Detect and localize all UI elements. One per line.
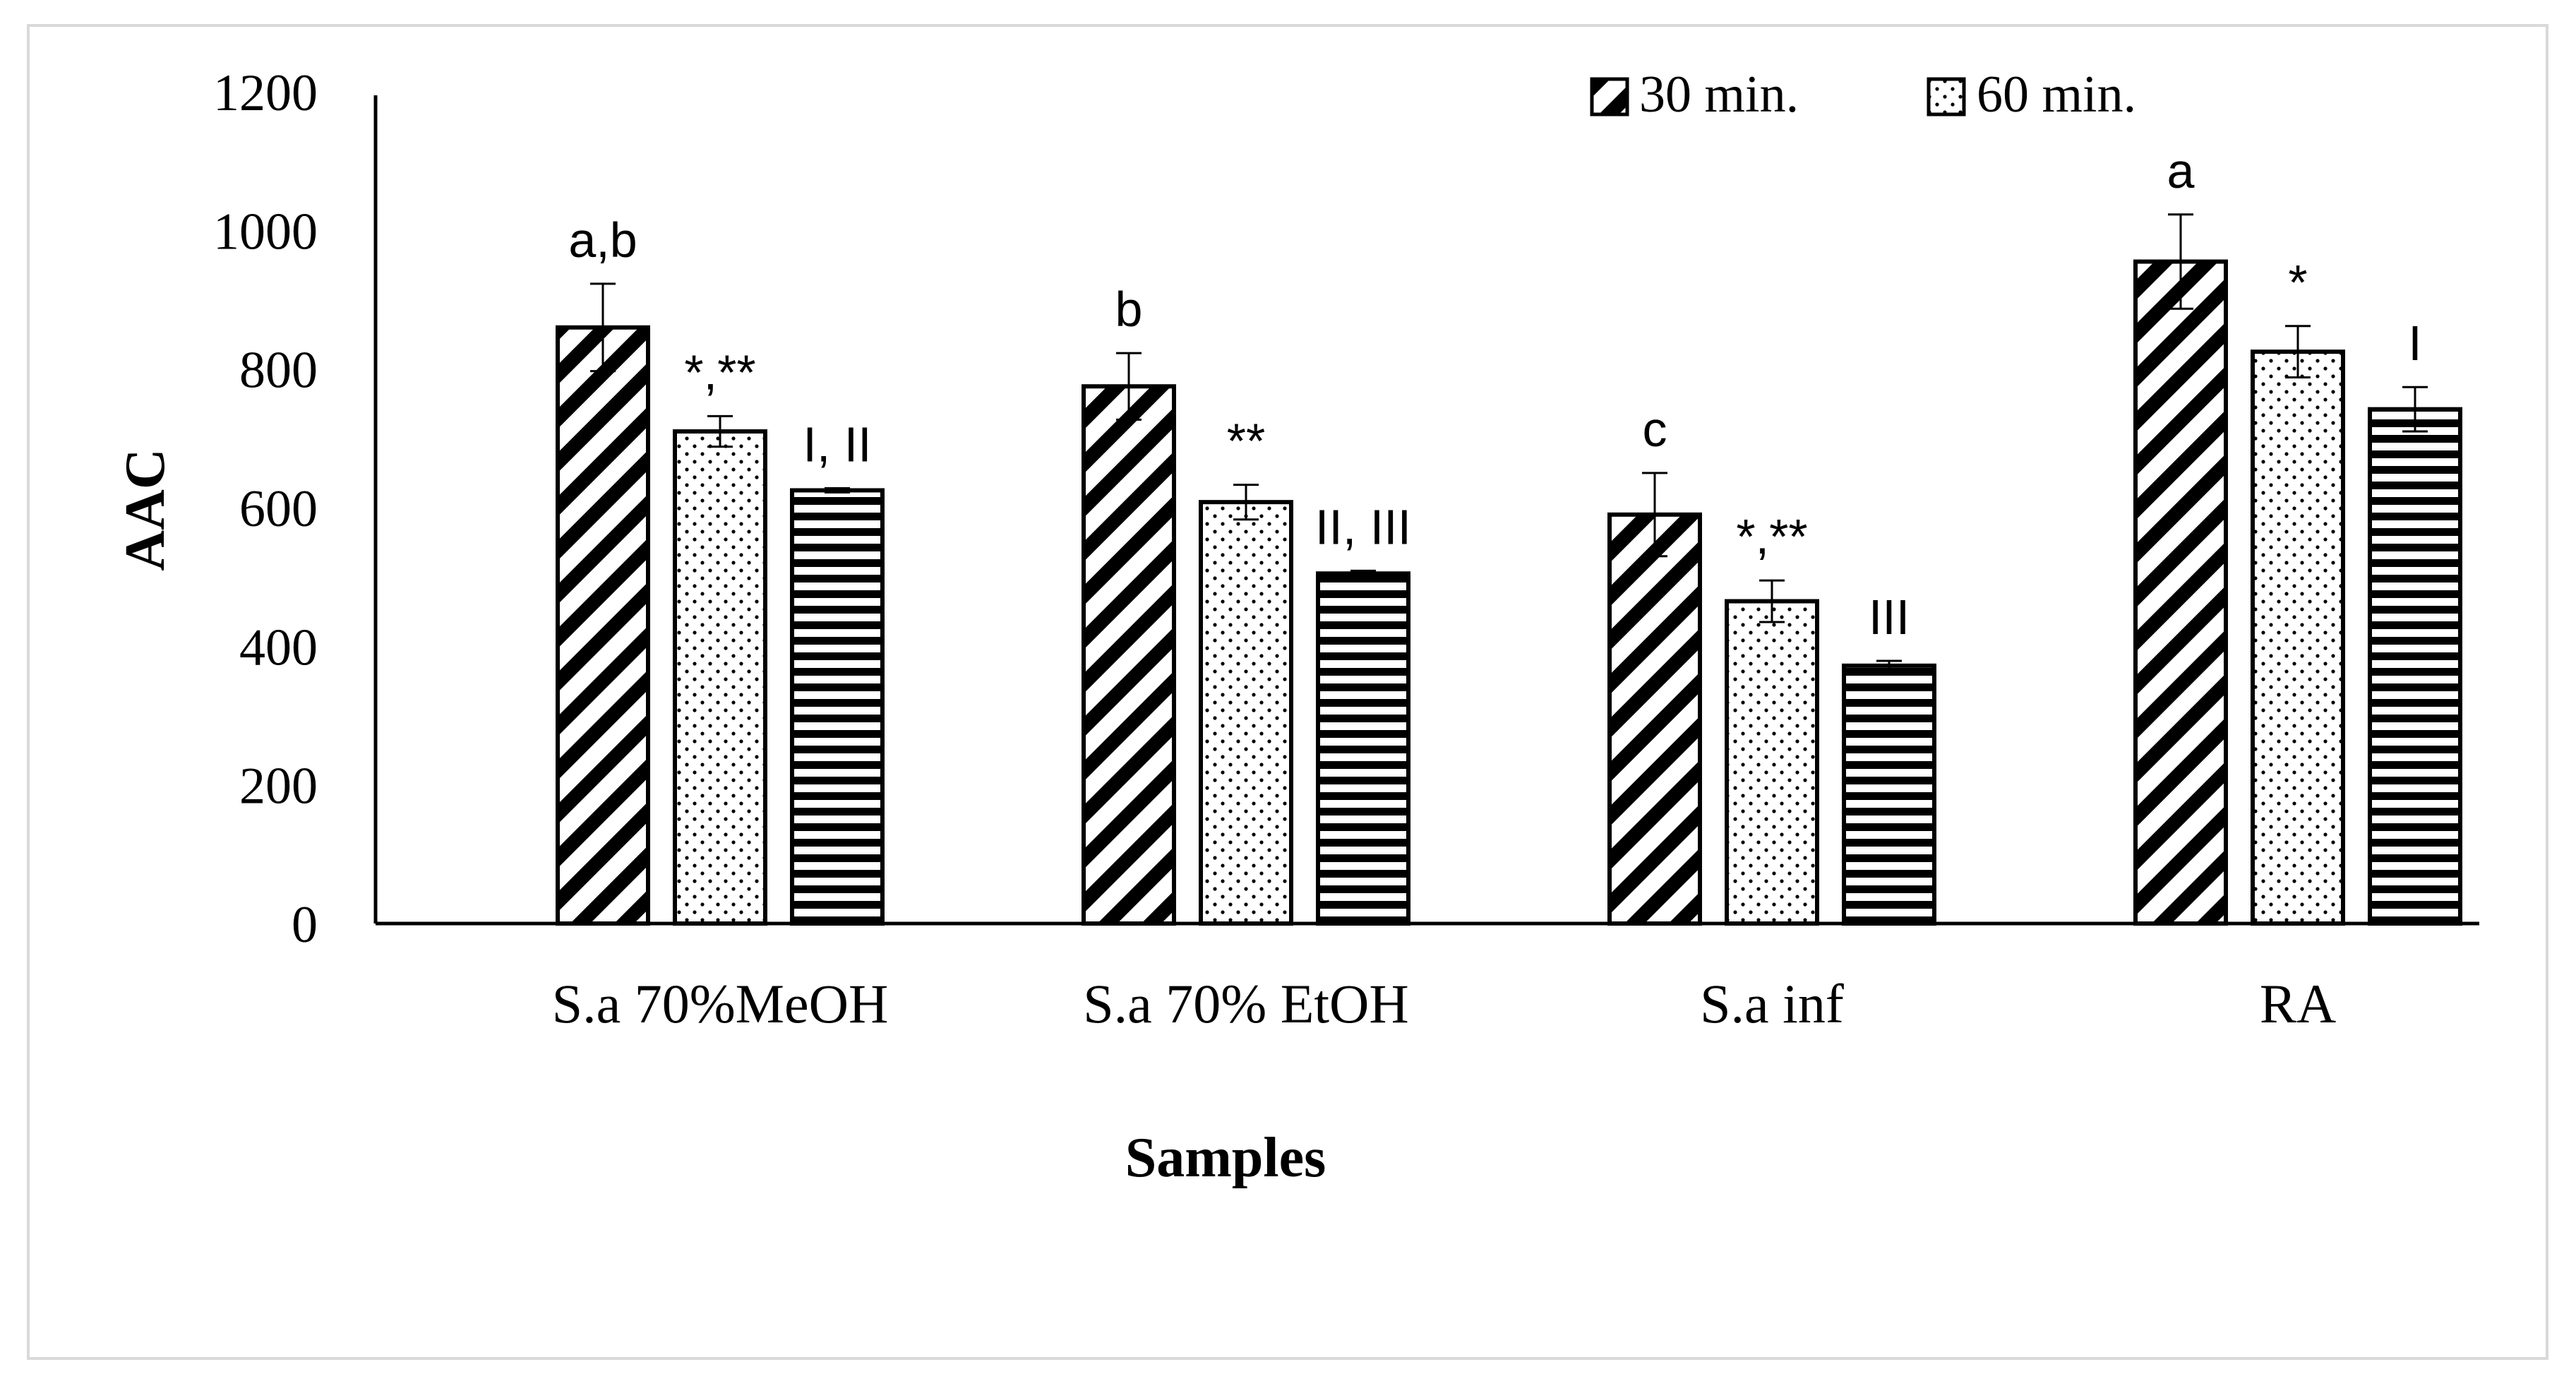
bar-60-min-s-a-70-meoh xyxy=(673,429,767,926)
bars xyxy=(556,259,2462,926)
y-tick-label-400: 400 xyxy=(239,619,318,676)
annotation-30-min-s-a-inf: c xyxy=(1643,402,1667,457)
bar-90-min-s-a-70-meoh xyxy=(790,488,885,926)
annotation-90-min-s-a-70-etoh: II, III xyxy=(1315,499,1411,554)
error-bar-90-min-ra xyxy=(2402,386,2428,433)
bar-60-min-s-a-inf xyxy=(1725,599,1819,926)
error-bar-60-min-s-a-70-etoh xyxy=(1233,484,1259,521)
error-bar-30-min-ra xyxy=(2168,213,2193,310)
annotation-90-min-s-a-70-meoh: I, II xyxy=(803,417,871,472)
annotation-90-min-ra: I xyxy=(2408,316,2421,371)
bar-60-min-ra xyxy=(2251,350,2345,926)
legend-swatch-30min xyxy=(1590,77,1629,117)
legend-swatch-60min xyxy=(1927,77,1966,117)
annotation-30-min-ra: a xyxy=(2167,143,2195,198)
x-tick-label-s-a-inf: S.a inf xyxy=(1700,973,1844,1034)
x-tick-label-ra: RA xyxy=(2260,973,2336,1034)
y-tick-label-800: 800 xyxy=(239,342,318,400)
annotation-60-min-s-a-inf: *,** xyxy=(1736,509,1807,564)
annotation-90-min-s-a-inf: III xyxy=(1869,590,1910,645)
error-bar-60-min-ra xyxy=(2285,325,2311,378)
y-tick-labels: 0 200 400 600 800 1000 1200 xyxy=(213,64,318,954)
error-bar-30-min-s-a-70-etoh xyxy=(1116,352,1142,421)
bar-30-min-s-a-70-etoh xyxy=(1082,384,1176,926)
error-bar-30-min-s-a-inf xyxy=(1642,472,1667,558)
y-tick-label-1200: 1200 xyxy=(213,64,318,122)
bar-30-min-ra xyxy=(2133,259,2228,926)
y-tick-label-600: 600 xyxy=(239,480,318,538)
bar-90-min-s-a-70-etoh xyxy=(1316,571,1410,926)
error-bar-60-min-s-a-70-meoh xyxy=(707,414,733,448)
legend-item-60min: 60 min. xyxy=(1927,66,2136,124)
annotation-30-min-s-a-70-etoh: b xyxy=(1115,282,1143,337)
y-tick-label-200: 200 xyxy=(239,758,318,816)
error-bar-30-min-s-a-70-meoh xyxy=(590,282,616,373)
x-tick-labels: S.a 70%MeOH S.a 70% EtOH S.a inf RA xyxy=(552,973,2336,1034)
error-bar-90-min-s-a-70-etoh xyxy=(1350,569,1376,578)
legend: 30 min. 60 min. xyxy=(1590,66,2136,124)
bar-30-min-s-a-70-meoh xyxy=(556,325,650,926)
bar-30-min-s-a-inf xyxy=(1607,512,1702,926)
legend-label-60min: 60 min. xyxy=(1977,66,2136,124)
error-bars xyxy=(590,213,2428,672)
y-axis-title: AAC xyxy=(114,448,176,570)
y-tick-label-0: 0 xyxy=(292,896,318,954)
x-axis-title: Samples xyxy=(1125,1127,1326,1189)
error-bar-60-min-s-a-inf xyxy=(1759,579,1785,623)
bar-90-min-ra xyxy=(2368,407,2462,926)
annotation-60-min-s-a-70-meoh: *,** xyxy=(684,345,755,400)
bar-60-min-s-a-70-etoh xyxy=(1199,500,1293,926)
error-bar-90-min-s-a-70-meoh xyxy=(825,487,850,494)
annotation-30-min-s-a-70-meoh: a,b xyxy=(568,213,637,268)
annotation-60-min-ra: * xyxy=(2288,255,2307,310)
bar-90-min-s-a-inf xyxy=(1842,663,1936,926)
legend-label-30min: 30 min. xyxy=(1639,66,1799,124)
y-tick-label-1000: 1000 xyxy=(213,203,318,261)
x-tick-label-s-a-70-meoh: S.a 70%MeOH xyxy=(552,973,889,1034)
annotation-60-min-s-a-70-etoh: ** xyxy=(1227,414,1265,469)
error-bar-90-min-s-a-inf xyxy=(1876,659,1902,672)
x-tick-label-s-a-70-etoh: S.a 70% EtOH xyxy=(1083,973,1408,1034)
legend-item-30min: 30 min. xyxy=(1590,66,1799,124)
